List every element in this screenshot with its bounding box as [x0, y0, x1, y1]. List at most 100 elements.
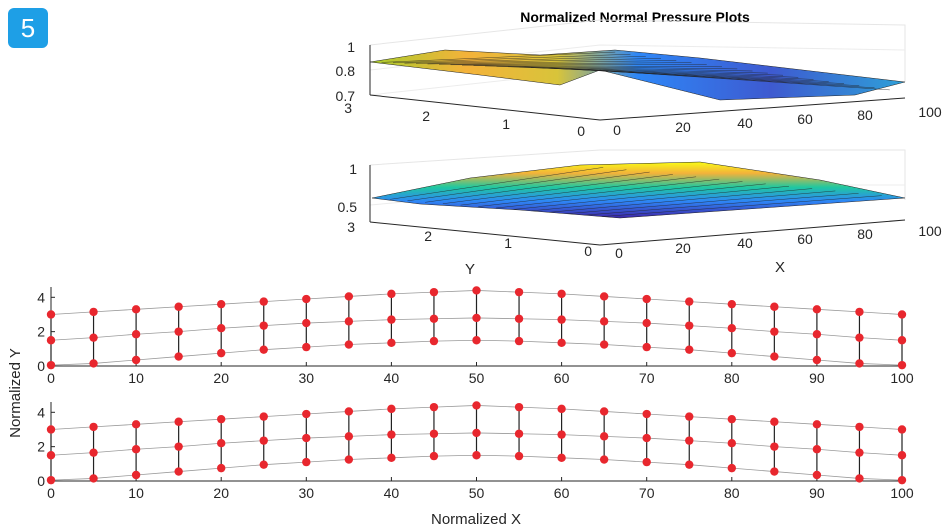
mesh-line	[389, 167, 604, 200]
mesh-node-point	[174, 442, 183, 451]
mesh-line	[513, 183, 766, 210]
mesh-node-point	[259, 436, 268, 445]
mesh-line	[407, 169, 627, 202]
mesh-line	[496, 66, 768, 74]
mesh-node-point	[387, 289, 396, 299]
x-axis-label: X	[775, 259, 785, 276]
mesh-node-point	[46, 451, 56, 460]
mesh-node-point	[599, 340, 609, 349]
mesh-node-point	[217, 348, 226, 358]
z-tick: 0.8	[336, 63, 356, 79]
mesh-node-point	[855, 307, 864, 317]
mesh-node-point	[344, 317, 354, 326]
x-tick: 60	[797, 111, 813, 127]
y-tick-label: 2	[37, 439, 45, 455]
mesh-node-point	[302, 294, 311, 304]
x-tick-label: 20	[213, 370, 229, 386]
mesh-node-point	[897, 475, 907, 485]
surface-plot-bottom: 1 0.5 3 2 1 0 Y 0 20 40 60 80 100 X	[338, 149, 942, 278]
mesh-node-point	[557, 430, 566, 439]
y-tick: 3	[344, 100, 352, 116]
mesh-line	[484, 65, 753, 72]
x-tick-label: 70	[639, 485, 655, 501]
mesh-node-point	[855, 422, 864, 432]
mesh-node-point	[344, 292, 354, 301]
x-tick-label: 70	[639, 370, 655, 386]
x-tick-label: 40	[384, 485, 400, 501]
mesh-node-point	[259, 297, 268, 306]
x-tick-label: 100	[890, 485, 914, 501]
mesh-node-point	[599, 407, 609, 416]
mesh-node-point	[89, 307, 98, 317]
normalized-y-label: Normalized Y	[7, 348, 24, 438]
y-tick: 1	[504, 235, 512, 251]
mesh-node-point	[727, 299, 736, 309]
mesh-node-point	[89, 422, 98, 432]
mesh-node-point	[685, 412, 694, 421]
mesh-node-point	[812, 330, 822, 339]
mesh-node-point	[131, 445, 141, 454]
mesh-node-point	[685, 436, 694, 445]
mesh-node-point	[557, 315, 566, 324]
x-tick: 80	[857, 107, 873, 123]
mesh-node-point	[642, 457, 651, 467]
mesh-node-point	[685, 297, 694, 306]
mesh-node-point	[770, 467, 779, 476]
mesh-line	[425, 171, 650, 203]
mesh-node-point	[429, 429, 439, 438]
mesh-node-point	[897, 336, 907, 345]
x-tick: 20	[675, 119, 691, 135]
y-axis-label: Y	[465, 261, 475, 278]
mesh-node-point	[302, 457, 311, 467]
mesh-node-point	[89, 448, 98, 457]
mesh-node-point	[46, 475, 56, 485]
mesh-node-point	[429, 451, 439, 461]
mesh-node-point	[514, 314, 524, 323]
top-surface	[369, 49, 906, 101]
mesh-node-point	[217, 324, 226, 333]
mesh-node-point	[429, 402, 439, 412]
mesh-node-point	[344, 432, 354, 441]
mesh-node-point	[472, 451, 481, 460]
mesh-node-point	[812, 355, 822, 365]
y-tick-label: 0	[37, 358, 45, 374]
mesh-node-point	[89, 333, 98, 342]
mesh-node-point	[514, 429, 524, 438]
y-tick-label: 4	[37, 404, 45, 420]
mesh-node-point	[89, 474, 98, 483]
x-tick: 100	[918, 104, 942, 120]
mesh-node-point	[387, 315, 396, 324]
mesh-node-point	[557, 404, 566, 414]
mesh-line	[381, 51, 616, 63]
figure-number-badge: 5	[8, 8, 48, 48]
mesh-node-point	[429, 287, 439, 297]
mesh-line	[404, 56, 646, 64]
x-tick-label: 20	[213, 485, 229, 501]
mesh-node-point	[217, 299, 226, 309]
y-tick-label: 0	[37, 473, 45, 489]
mesh-node-point	[472, 428, 481, 438]
mesh-node-point	[174, 352, 183, 361]
mesh-node-point	[259, 412, 268, 421]
z-tick: 1	[349, 161, 357, 177]
mesh-line	[460, 176, 697, 206]
mesh-node-point	[812, 420, 822, 429]
mesh-node-point	[46, 425, 56, 434]
mesh-line	[461, 65, 723, 67]
mesh-node-point	[387, 404, 396, 414]
chart-title: Normalized Normal Pressure Plots	[520, 9, 750, 25]
mesh-node-point	[174, 327, 183, 336]
x-tick-label: 80	[724, 370, 740, 386]
mesh-node-point	[727, 324, 736, 333]
x-tick: 0	[613, 122, 621, 138]
x-tick-label: 60	[554, 485, 570, 501]
x-tick-label: 50	[469, 370, 485, 386]
mesh-node-point	[259, 460, 268, 469]
mesh-node-point	[472, 313, 481, 323]
z-tick: 0.5	[338, 199, 358, 215]
mesh-node-point	[302, 342, 311, 352]
mesh-node-point	[642, 294, 651, 304]
y-tick: 2	[424, 228, 432, 244]
mesh-node-point	[514, 451, 524, 461]
